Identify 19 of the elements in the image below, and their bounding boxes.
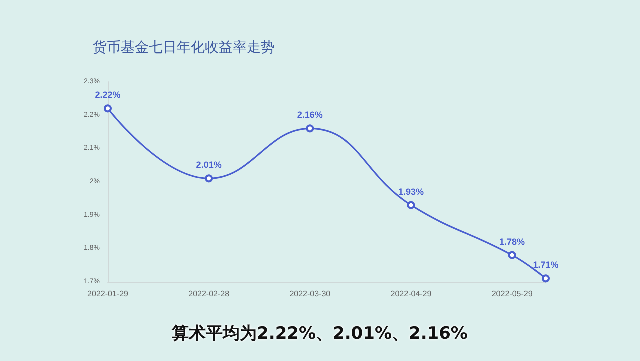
x-tick-label: 2022-02-28 bbox=[188, 290, 230, 298]
data-label: 1.93% bbox=[398, 186, 424, 197]
data-label: 2.01% bbox=[196, 160, 222, 170]
chart-title: 货币基金七日年化收益率走势 bbox=[93, 40, 275, 56]
point bbox=[508, 251, 516, 260]
x-tick-label: 2022-04-29 bbox=[390, 290, 432, 298]
data-label: 2.16% bbox=[297, 110, 323, 120]
text: 算术平均为2.22%、2.01%、2.16% bbox=[171, 323, 469, 345]
point bbox=[407, 201, 416, 210]
point bbox=[306, 124, 314, 133]
data-label: 2.22% bbox=[95, 90, 121, 100]
data-label: 1.71% bbox=[533, 260, 559, 270]
point bbox=[104, 104, 112, 113]
point bbox=[542, 274, 550, 283]
x-tick-label: 2022-03-30 bbox=[290, 290, 332, 298]
x-tick-label: 2022-01-29 bbox=[88, 290, 130, 298]
data-label: 1.78% bbox=[500, 236, 526, 247]
x-tick-label: 2022-05-29 bbox=[492, 290, 534, 298]
point bbox=[205, 174, 214, 183]
